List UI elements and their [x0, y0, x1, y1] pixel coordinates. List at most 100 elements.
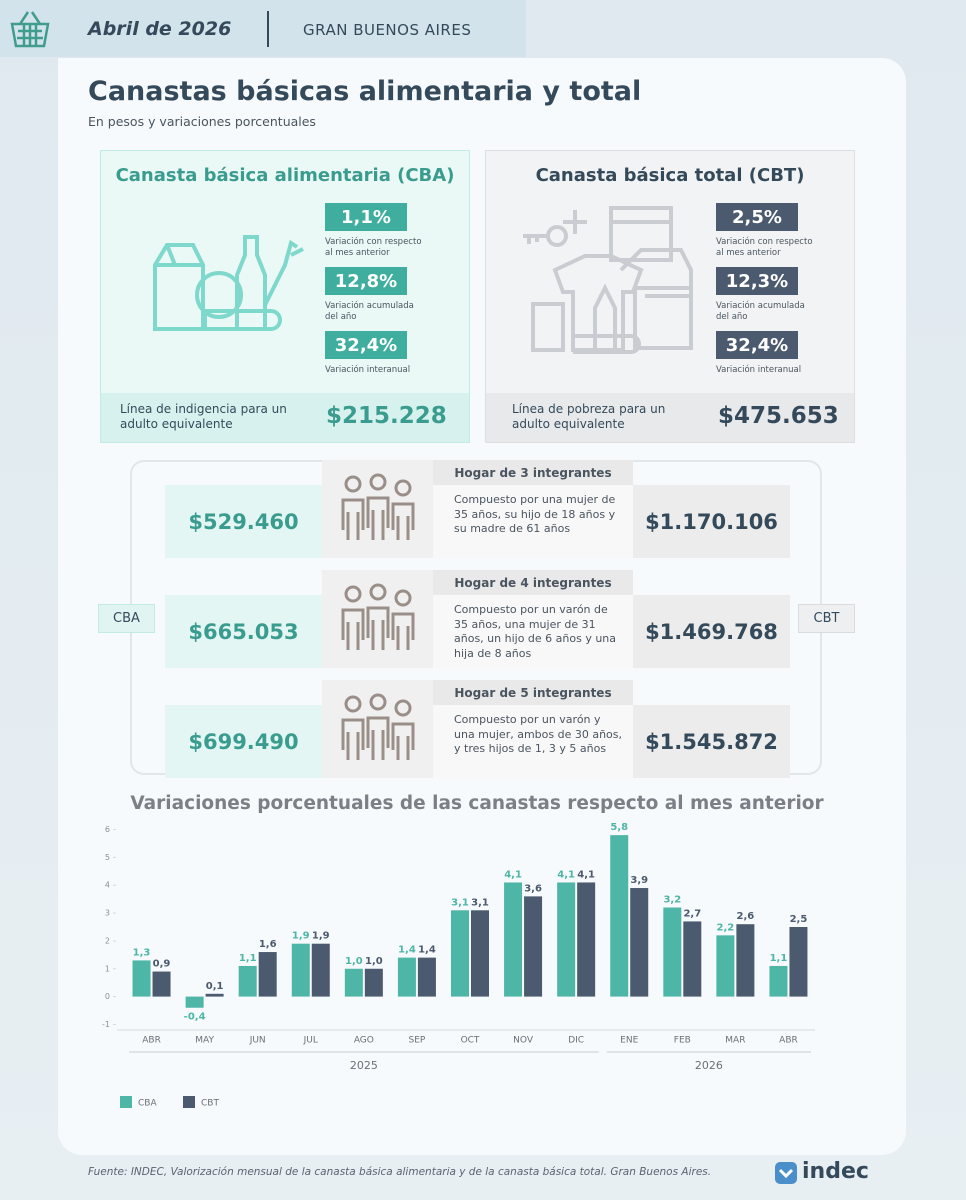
logo-mark [775, 1162, 797, 1184]
family-icon [341, 583, 415, 650]
stat-value: 12,3% [716, 267, 798, 295]
header-date: Abril de 2026 [88, 18, 232, 40]
household-cba-band [165, 485, 322, 558]
bar [132, 960, 151, 997]
x-tick-label: FEB [674, 1036, 691, 1046]
household-description: Compuesto por un varón y una mujer, ambo… [454, 713, 623, 755]
y-tick-label: 1 [105, 964, 110, 973]
value-label: 3,6 [524, 883, 542, 894]
value-label: 2,6 [737, 911, 755, 922]
cbt-icon [523, 206, 693, 354]
x-tick-label: MAR [725, 1036, 745, 1046]
y-tick-label: 0 [105, 992, 110, 1001]
cba-title: Canasta básica alimentaria (CBA) [115, 164, 455, 186]
logo-square [775, 1162, 797, 1184]
household-cbt-amount: $1.469.768 [645, 619, 778, 644]
chart-title: Variaciones porcentuales de las canastas… [130, 793, 824, 814]
x-tick-label: MAY [195, 1036, 214, 1046]
page-subtitle: En pesos y variaciones porcentuales [88, 114, 316, 129]
y-tick-label: 2 [105, 936, 110, 945]
y-tick-label: 3 [105, 909, 110, 918]
y-tick-label: 6 [105, 825, 110, 834]
family-figures [341, 473, 415, 540]
bar [789, 927, 808, 997]
household-cba-amount: $699.490 [188, 729, 299, 754]
bar [630, 888, 649, 997]
value-label: 1,0 [345, 956, 363, 967]
value-label: 0,9 [153, 959, 171, 970]
footer-source: Fuente: INDEC, Valorización mensual de l… [88, 1166, 712, 1178]
bar [205, 993, 224, 997]
value-label: 1,6 [259, 939, 277, 950]
households-cba-label: CBA [98, 604, 155, 633]
family-figures [341, 693, 415, 760]
header-icon [0, 0, 60, 57]
household-cbt-amount: $1.170.106 [645, 509, 778, 534]
y-tick-label: -1 [102, 1020, 110, 1029]
value-label: 1,1 [239, 953, 257, 964]
value-label: 2,2 [717, 922, 735, 933]
family-figures [341, 583, 415, 650]
bar [397, 957, 416, 997]
logo-check [778, 1168, 794, 1179]
bar [185, 996, 204, 1008]
bar [471, 910, 489, 997]
bar [258, 952, 277, 997]
value-label: 4,1 [557, 869, 575, 880]
stat-value: 1,1% [325, 203, 407, 231]
household-cbt-band [633, 595, 790, 668]
bar [557, 882, 576, 997]
legend-label: CBA [138, 1099, 157, 1109]
header-tab: Abril de 2026 GRAN BUENOS AIRES [60, 0, 526, 57]
household-cba-amount: $665.053 [188, 619, 299, 644]
x-tick-label: OCT [461, 1036, 480, 1046]
value-label: 3,1 [471, 897, 489, 908]
value-label: 1,3 [133, 947, 151, 958]
household-cbt-amount: $1.545.872 [645, 729, 778, 754]
stat-label: Variación acumulada del año [325, 301, 414, 322]
bar [344, 968, 363, 997]
stat-label: Variación con respecto al mes anterior [325, 237, 422, 258]
cbt-line-label: Línea de pobreza para un adulto equivale… [512, 402, 666, 431]
bar [610, 835, 629, 997]
cba-icon [153, 235, 304, 331]
x-tick-label: ENE [620, 1036, 638, 1046]
household-cba-band [165, 705, 322, 778]
stat-value: 32,4% [325, 331, 407, 359]
bar [364, 968, 383, 997]
value-label: 5,8 [610, 822, 628, 833]
bar [451, 910, 469, 997]
family-icon [341, 473, 415, 540]
x-tick-label: JUL [303, 1036, 318, 1046]
footer-logo: indec [802, 1159, 869, 1184]
household-desc-area [433, 595, 633, 668]
household-title: Hogar de 3 integrantes [433, 460, 633, 485]
value-label: 1,1 [770, 953, 788, 964]
page-title: Canastas básicas alimentaria y total [88, 76, 642, 107]
header-region: GRAN BUENOS AIRES [303, 21, 472, 39]
bar [152, 971, 171, 997]
household-desc-area [433, 485, 633, 558]
bar [663, 907, 682, 997]
household-description: Compuesto por un varón de 35 años, una m… [454, 603, 617, 660]
stat-label: Variación interanual [716, 365, 802, 375]
value-label: 3,1 [451, 897, 469, 908]
y-tick-label: 4 [105, 881, 110, 890]
value-label: 1,0 [365, 956, 383, 967]
bar [769, 965, 788, 997]
value-label: 1,4 [398, 945, 416, 956]
stat-label: Variación con respecto al mes anterior [716, 237, 813, 258]
household-description: Compuesto por una mujer de 35 años, su h… [454, 493, 616, 535]
cba-line-label: Línea de indigencia para un adulto equiv… [120, 402, 287, 431]
household-desc-area [433, 705, 633, 778]
x-tick-label: NOV [513, 1036, 534, 1046]
value-label: 1,9 [312, 931, 330, 942]
food-drawing [153, 235, 304, 331]
value-label: 4,1 [504, 869, 522, 880]
cbt-amount: $475.653 [718, 403, 839, 429]
household-cbt-band [633, 485, 790, 558]
household-title: Hogar de 5 integrantes [433, 680, 633, 705]
bar [716, 935, 735, 997]
legend-label: CBT [201, 1099, 219, 1109]
